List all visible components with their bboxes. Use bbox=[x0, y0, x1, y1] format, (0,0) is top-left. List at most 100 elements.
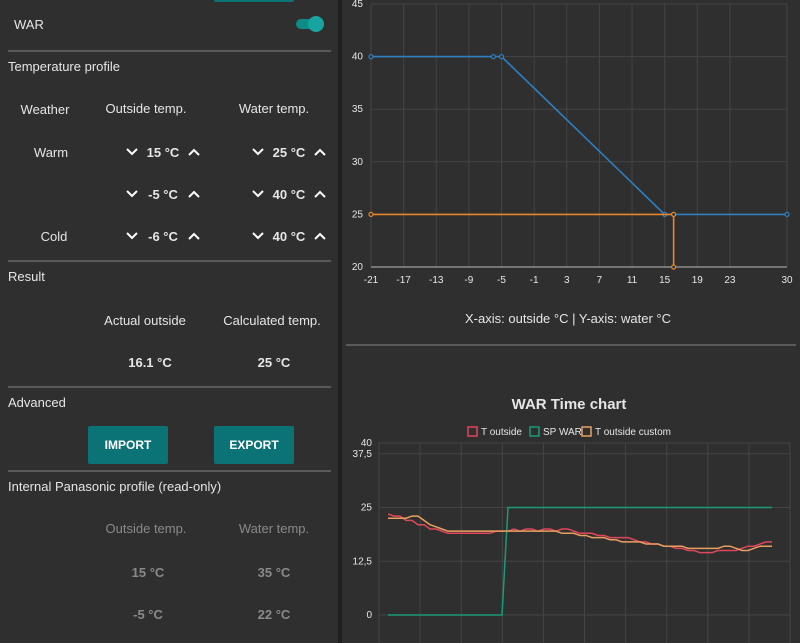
panel-divider bbox=[338, 0, 342, 643]
panasonic-water-header: Water temp. bbox=[238, 521, 310, 536]
chart-title: WAR Time chart bbox=[512, 396, 627, 413]
cold-water-stepper[interactable]: 40 °C bbox=[249, 226, 329, 246]
y-tick-label: 20 bbox=[352, 262, 364, 273]
y-tick-label: 25 bbox=[361, 503, 373, 514]
row-label-cold: Cold bbox=[40, 229, 68, 244]
y-tick-label: 37,5 bbox=[353, 449, 373, 460]
row-label-warm: Warm bbox=[33, 145, 69, 160]
series-line bbox=[388, 515, 772, 552]
war-time-chart: WAR Time chart T outside SP WAR T outside c… bbox=[353, 396, 791, 643]
cold-outside-stepper[interactable]: -6 °C bbox=[123, 226, 203, 246]
chevron-up-icon[interactable] bbox=[185, 143, 203, 161]
war-toggle[interactable] bbox=[296, 16, 324, 32]
legend-swatch bbox=[467, 426, 478, 437]
x-tick-label: -5 bbox=[497, 275, 506, 286]
warm-water-value: 25 °C bbox=[272, 144, 306, 160]
series-line bbox=[371, 55, 787, 216]
y-tick-label: 40 bbox=[361, 438, 373, 449]
chevron-down-icon[interactable] bbox=[249, 185, 267, 203]
x-tick-label: -13 bbox=[429, 275, 444, 286]
series-line bbox=[371, 213, 675, 267]
y-tick-label: 30 bbox=[352, 157, 364, 168]
weather-header: Weather bbox=[20, 102, 70, 117]
x-tick-label: 23 bbox=[724, 275, 736, 286]
charts-panel: -21 -17 -13 -9 -5 -1 3 7 11 15 19 23 30 20 25 30 35 40 45 … bbox=[342, 0, 800, 643]
y-tick-label: 40 bbox=[352, 52, 364, 63]
divider bbox=[8, 260, 331, 262]
x-tick-label: -1 bbox=[530, 275, 539, 286]
warm-outside-value: 15 °C bbox=[146, 144, 180, 160]
divider bbox=[8, 386, 331, 388]
chevron-down-icon[interactable] bbox=[249, 143, 267, 161]
calculated-temp-label: Calculated temp. bbox=[223, 313, 321, 328]
mid-outside-stepper[interactable]: -5 °C bbox=[123, 184, 203, 204]
export-button[interactable]: EXPORT bbox=[214, 426, 294, 464]
settings-panel: WAR Temperature profile Weather Outside … bbox=[0, 0, 338, 643]
panasonic-profile-title: Internal Panasonic profile (read-only) bbox=[8, 479, 222, 494]
y-tick-label: 45 bbox=[352, 0, 364, 10]
chevron-down-icon[interactable] bbox=[123, 227, 141, 245]
legend-swatch bbox=[529, 426, 540, 437]
chevron-up-icon[interactable] bbox=[311, 143, 329, 161]
x-tick-label: 15 bbox=[659, 275, 671, 286]
import-button[interactable]: IMPORT bbox=[88, 426, 168, 464]
chevron-down-icon[interactable] bbox=[123, 185, 141, 203]
x-tick-label: -17 bbox=[396, 275, 411, 286]
warm-outside-stepper[interactable]: 15 °C bbox=[123, 142, 203, 162]
legend-swatch bbox=[581, 426, 592, 437]
x-tick-label: 30 bbox=[781, 275, 793, 286]
y-tick-label: 12,5 bbox=[353, 556, 373, 567]
temperature-profile-title: Temperature profile bbox=[8, 59, 120, 74]
legend-label: T outside bbox=[481, 427, 522, 438]
save-button-partial[interactable] bbox=[214, 0, 294, 2]
chevron-up-icon[interactable] bbox=[311, 185, 329, 203]
actual-outside-label: Actual outside bbox=[104, 313, 186, 328]
panasonic-outside-value: -5 °C bbox=[133, 607, 163, 622]
curve-axis-caption: X-axis: outside °C | Y-axis: water °C bbox=[465, 311, 671, 326]
y-tick-label: 0 bbox=[366, 610, 372, 621]
y-tick-label: 25 bbox=[352, 209, 364, 220]
chevron-up-icon[interactable] bbox=[311, 227, 329, 245]
mid-water-value: 40 °C bbox=[272, 186, 306, 202]
y-tick-label: 35 bbox=[352, 104, 364, 115]
x-tick-label: 11 bbox=[627, 275, 638, 286]
x-tick-label: -9 bbox=[464, 275, 473, 286]
result-title: Result bbox=[8, 269, 45, 284]
data-point bbox=[671, 264, 677, 270]
panasonic-water-value: 35 °C bbox=[257, 565, 291, 580]
cold-water-value: 40 °C bbox=[272, 228, 306, 244]
data-point bbox=[671, 211, 677, 217]
warm-water-stepper[interactable]: 25 °C bbox=[249, 142, 329, 162]
x-tick-label: 3 bbox=[564, 275, 570, 286]
chevron-up-icon[interactable] bbox=[185, 227, 203, 245]
war-label: WAR bbox=[14, 17, 44, 32]
data-point bbox=[368, 211, 374, 217]
data-point bbox=[368, 53, 374, 60]
advanced-title: Advanced bbox=[8, 395, 66, 410]
water-temp-header: Water temp. bbox=[238, 101, 310, 116]
chevron-down-icon[interactable] bbox=[123, 143, 141, 161]
divider bbox=[346, 344, 796, 346]
mid-water-stepper[interactable]: 40 °C bbox=[249, 184, 329, 204]
data-point bbox=[498, 53, 505, 60]
actual-outside-value: 16.1 °C bbox=[128, 355, 172, 370]
series-line bbox=[387, 513, 772, 554]
cold-outside-value: -6 °C bbox=[148, 228, 178, 244]
calculated-temp-value: 25 °C bbox=[257, 355, 291, 370]
panasonic-water-value: 22 °C bbox=[257, 607, 291, 622]
x-tick-label: 19 bbox=[692, 275, 704, 286]
x-tick-label: -21 bbox=[364, 275, 379, 286]
data-point bbox=[784, 211, 790, 217]
panasonic-outside-value: 15 °C bbox=[131, 565, 165, 580]
chevron-up-icon[interactable] bbox=[185, 185, 203, 203]
chevron-down-icon[interactable] bbox=[249, 227, 267, 245]
x-tick-label: 7 bbox=[597, 275, 603, 286]
mid-outside-value: -5 °C bbox=[148, 186, 178, 202]
outside-temp-header: Outside temp. bbox=[105, 101, 187, 116]
panasonic-outside-header: Outside temp. bbox=[105, 521, 187, 536]
series-line bbox=[388, 506, 772, 616]
data-point bbox=[490, 53, 496, 60]
divider bbox=[8, 470, 331, 472]
legend-label: T outside custom bbox=[595, 427, 671, 438]
